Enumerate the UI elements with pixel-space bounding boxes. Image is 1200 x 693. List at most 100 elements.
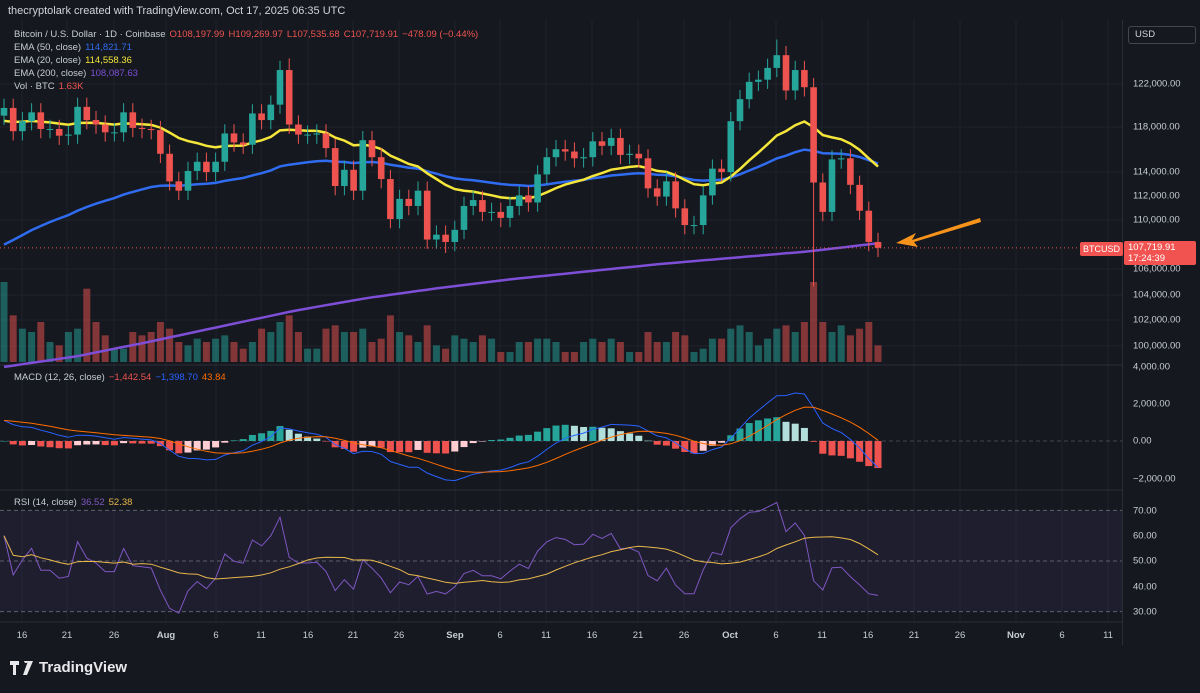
candle-body: [727, 121, 735, 173]
ema200-legend[interactable]: EMA (200, close) 108,087.63: [14, 68, 142, 79]
macd-tick: 2,000.00: [1133, 398, 1170, 410]
tradingview-logo[interactable]: TradingView: [10, 659, 127, 676]
price-tick: 106,000.00: [1133, 263, 1181, 275]
candle-body: [534, 174, 541, 203]
candle-body: [764, 67, 771, 80]
tradingview-logo-icon: [10, 660, 33, 675]
volume-bar: [681, 335, 689, 362]
macd-histogram-bar: [221, 441, 229, 443]
candle-body: [663, 181, 670, 197]
candle-body: [276, 70, 284, 105]
macd-histogram-bar: [120, 441, 128, 444]
rsi-legend[interactable]: RSI (14, close) 36.52 52.38: [14, 497, 136, 508]
currency-button[interactable]: USD: [1128, 26, 1196, 44]
macd-label: MACD (12, 26, close): [14, 372, 105, 383]
candle-body: [580, 157, 587, 159]
volume-bar: [18, 328, 26, 362]
macd-histogram-bar: [9, 441, 17, 445]
time-tick: 26: [954, 630, 966, 641]
candle-body: [690, 225, 698, 227]
macd-histogram-bar: [18, 441, 26, 446]
chart-canvas[interactable]: [0, 20, 1122, 645]
volume-bar: [699, 348, 707, 362]
macd-histogram-bar: [340, 441, 348, 449]
candle-body: [607, 137, 615, 146]
macd-histogram-bar: [396, 441, 404, 453]
rsi-tick: 50.00: [1133, 555, 1157, 567]
candle-body: [515, 195, 523, 206]
volume-bar: [359, 328, 367, 362]
ema200-line: [3, 242, 879, 369]
open-value: O108,197.99: [169, 29, 225, 40]
candle-body: [460, 205, 468, 230]
price-tick: 102,000.00: [1133, 314, 1181, 326]
time-tick: Oct: [722, 630, 738, 641]
macd-histogram-bar: [74, 441, 82, 446]
macd-histogram-bar: [350, 441, 358, 452]
candle-body: [37, 112, 45, 129]
price-tick: 104,000.00: [1133, 289, 1181, 301]
volume-bar: [745, 332, 753, 362]
volume-bar: [129, 332, 137, 362]
volume-bar: [442, 348, 450, 362]
candle-body: [184, 170, 192, 191]
candle-body: [267, 104, 275, 121]
volume-bar: [396, 332, 404, 362]
macd-histogram-bar: [110, 441, 118, 446]
macd-histogram-bar: [644, 440, 652, 442]
candle-body: [19, 121, 26, 132]
macd-histogram-bar: [469, 441, 477, 444]
volume-bar: [635, 352, 643, 362]
candle-body: [856, 184, 863, 211]
macd-histogram-bar: [708, 441, 716, 446]
candle-body: [773, 55, 781, 68]
volume-bar: [460, 338, 468, 362]
candle-body: [626, 153, 633, 155]
rsi-line: [3, 501, 879, 614]
candle-body: [341, 169, 348, 187]
volume-bar: [156, 322, 164, 362]
macd-value: −1,442.54: [108, 372, 152, 383]
candle-body: [828, 159, 836, 212]
volume-bar: [580, 342, 588, 362]
symbol-price-label: BTCUSD: [1080, 242, 1124, 256]
macd-histogram-bar: [212, 441, 220, 448]
macd-histogram-bar: [497, 439, 505, 441]
ema50-legend[interactable]: EMA (50, close) 114,821.71: [14, 42, 136, 53]
volume-bar: [276, 322, 284, 362]
macd-histogram-bar: [764, 418, 772, 441]
price-axis[interactable]: 122,000.00 118,000.00 114,000.00 112,000.00…: [1122, 20, 1200, 645]
macd-histogram-bar: [92, 441, 100, 445]
high-value: H109,269.97: [228, 29, 283, 40]
candle-body: [589, 141, 597, 158]
volume-bar: [239, 348, 247, 362]
volume-bar: [285, 315, 293, 362]
volume-bar: [267, 332, 275, 362]
macd-legend[interactable]: MACD (12, 26, close) −1,442.54 −1,398.70 43…: [14, 372, 230, 383]
candle-body: [479, 200, 486, 212]
candle-body: [0, 107, 8, 116]
signal-line: [3, 406, 879, 473]
volume-bar: [754, 345, 762, 362]
macd-histogram-bar: [534, 431, 542, 441]
volume-bar: [9, 315, 17, 362]
ema20-label: EMA (20, close): [14, 55, 82, 66]
rsi-label: RSI (14, close): [14, 497, 77, 508]
candle-body: [46, 128, 54, 130]
volume-bar: [405, 335, 413, 362]
candle-body: [368, 140, 376, 158]
ema50-value: 114,821.71: [85, 42, 132, 53]
volume-bar: [184, 345, 192, 362]
volume-bar: [0, 282, 8, 362]
volume-bar: [147, 332, 155, 362]
time-tick: 11: [541, 630, 551, 641]
macd-histogram-bar: [55, 441, 63, 449]
volume-bar: [313, 348, 321, 362]
volume-bar: [74, 328, 82, 362]
candle-body: [617, 137, 624, 155]
ema20-legend[interactable]: EMA (20, close) 114,558.36: [14, 55, 136, 66]
candle-body: [810, 87, 817, 183]
volume-value: 1.63K: [58, 81, 84, 92]
macd-histogram-bar: [313, 438, 321, 441]
volume-legend[interactable]: Vol · BTC 1.63K: [14, 81, 87, 92]
